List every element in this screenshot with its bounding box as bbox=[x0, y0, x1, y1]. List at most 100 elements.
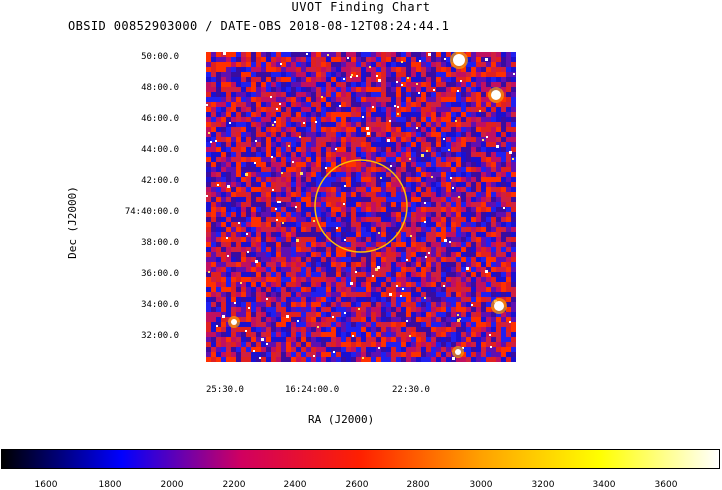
star bbox=[397, 106, 399, 108]
noise-pixel bbox=[221, 237, 226, 242]
noise-pixel bbox=[426, 247, 431, 252]
noise-pixel bbox=[336, 227, 341, 232]
noise-pixel bbox=[301, 187, 306, 192]
noise-pixel bbox=[411, 272, 416, 277]
noise-pixel bbox=[216, 157, 221, 162]
noise-pixel bbox=[511, 97, 516, 102]
noise-pixel bbox=[436, 257, 441, 262]
noise-pixel bbox=[426, 212, 431, 217]
noise-pixel bbox=[341, 327, 346, 332]
noise-pixel bbox=[236, 142, 241, 147]
noise-pixel bbox=[241, 72, 246, 77]
noise-pixel bbox=[401, 67, 406, 72]
noise-pixel bbox=[341, 247, 346, 252]
noise-pixel bbox=[236, 112, 241, 117]
noise-pixel bbox=[371, 152, 376, 157]
noise-pixel bbox=[416, 97, 421, 102]
noise-pixel bbox=[316, 297, 321, 302]
noise-pixel bbox=[506, 77, 511, 82]
noise-pixel bbox=[421, 132, 426, 137]
noise-pixel bbox=[226, 337, 231, 342]
noise-pixel bbox=[256, 182, 261, 187]
noise-pixel bbox=[276, 202, 281, 207]
noise-pixel bbox=[421, 187, 426, 192]
noise-pixel bbox=[226, 127, 231, 132]
noise-pixel bbox=[491, 62, 496, 67]
noise-pixel bbox=[466, 67, 471, 72]
noise-pixel bbox=[396, 217, 401, 222]
noise-pixel bbox=[266, 257, 271, 262]
noise-pixel bbox=[406, 327, 411, 332]
noise-pixel bbox=[366, 337, 371, 342]
star bbox=[372, 106, 374, 108]
noise-pixel bbox=[366, 57, 371, 62]
noise-pixel bbox=[486, 332, 491, 337]
star bbox=[419, 60, 421, 62]
noise-pixel bbox=[416, 167, 421, 172]
noise-pixel bbox=[301, 237, 306, 242]
noise-pixel bbox=[466, 137, 471, 142]
noise-pixel bbox=[326, 347, 331, 352]
noise-pixel bbox=[211, 132, 216, 137]
noise-pixel bbox=[346, 327, 351, 332]
noise-pixel bbox=[286, 307, 291, 312]
noise-pixel bbox=[421, 277, 426, 282]
noise-pixel bbox=[291, 227, 296, 232]
noise-pixel bbox=[416, 117, 421, 122]
noise-pixel bbox=[271, 142, 276, 147]
star bbox=[245, 330, 247, 332]
noise-pixel bbox=[506, 297, 511, 302]
noise-pixel bbox=[256, 177, 261, 182]
noise-pixel bbox=[451, 277, 456, 282]
noise-pixel bbox=[371, 217, 376, 222]
noise-pixel bbox=[431, 67, 436, 72]
noise-pixel bbox=[356, 227, 361, 232]
noise-pixel bbox=[296, 272, 301, 277]
noise-pixel bbox=[506, 202, 511, 207]
noise-pixel bbox=[326, 307, 331, 312]
noise-pixel bbox=[321, 147, 326, 152]
noise-pixel bbox=[461, 337, 466, 342]
noise-pixel bbox=[216, 287, 221, 292]
noise-pixel bbox=[246, 342, 251, 347]
noise-pixel bbox=[281, 97, 286, 102]
noise-pixel bbox=[396, 337, 401, 342]
noise-pixel bbox=[246, 147, 251, 152]
noise-pixel bbox=[266, 217, 271, 222]
star bbox=[272, 189, 274, 191]
noise-pixel bbox=[346, 112, 351, 117]
noise-pixel bbox=[231, 192, 236, 197]
noise-pixel bbox=[436, 67, 441, 72]
noise-pixel bbox=[386, 92, 391, 97]
noise-pixel bbox=[276, 112, 281, 117]
noise-pixel bbox=[411, 352, 416, 357]
noise-pixel bbox=[321, 157, 326, 162]
noise-pixel bbox=[511, 247, 516, 252]
noise-pixel bbox=[346, 297, 351, 302]
noise-pixel bbox=[296, 92, 301, 97]
noise-pixel bbox=[396, 227, 401, 232]
noise-pixel bbox=[496, 72, 501, 77]
noise-pixel bbox=[391, 347, 396, 352]
noise-pixel bbox=[351, 122, 356, 127]
noise-pixel bbox=[361, 262, 366, 267]
noise-pixel bbox=[266, 57, 271, 62]
noise-pixel bbox=[231, 272, 236, 277]
noise-pixel bbox=[291, 222, 296, 227]
noise-pixel bbox=[491, 297, 496, 302]
noise-pixel bbox=[486, 257, 491, 262]
noise-pixel bbox=[251, 87, 256, 92]
noise-pixel bbox=[281, 187, 286, 192]
noise-pixel bbox=[231, 102, 236, 107]
noise-pixel bbox=[506, 307, 511, 312]
noise-pixel bbox=[451, 192, 456, 197]
noise-pixel bbox=[251, 72, 256, 77]
noise-pixel bbox=[451, 177, 456, 182]
noise-pixel bbox=[331, 132, 336, 137]
noise-pixel bbox=[446, 337, 451, 342]
star bbox=[496, 145, 499, 148]
noise-pixel bbox=[256, 202, 261, 207]
noise-pixel bbox=[301, 62, 306, 67]
noise-pixel bbox=[356, 122, 361, 127]
noise-pixel bbox=[421, 167, 426, 172]
